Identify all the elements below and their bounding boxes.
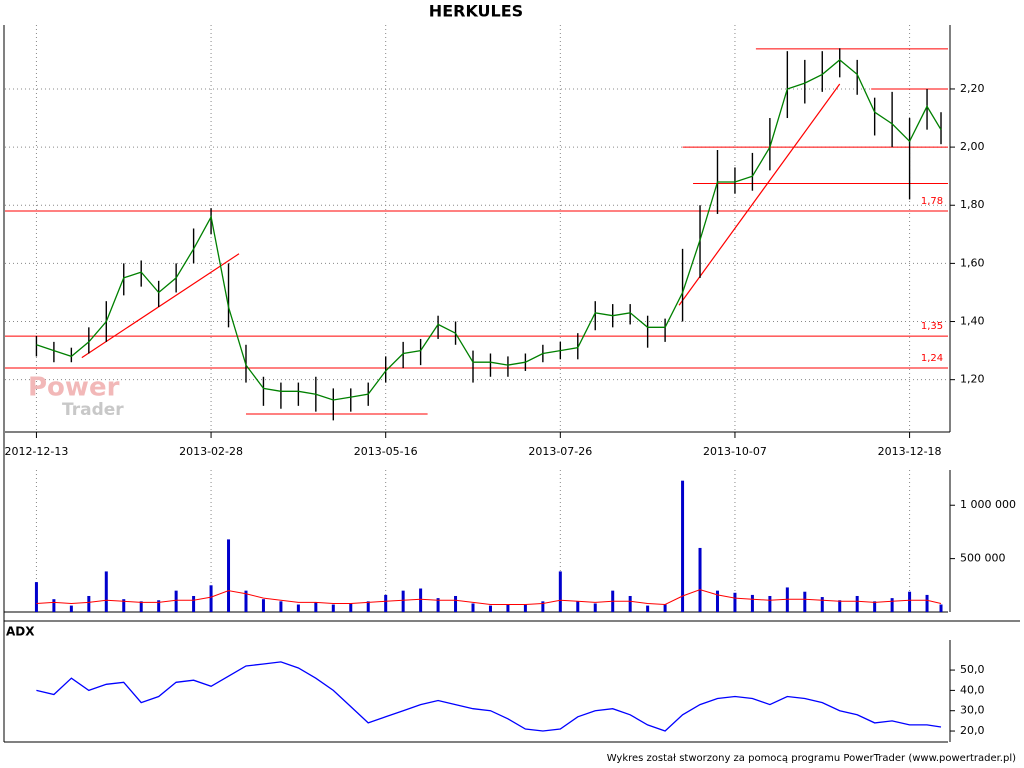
volume-bar bbox=[541, 601, 545, 612]
volume-bar bbox=[52, 599, 56, 612]
x-tick-label: 2013-10-07 bbox=[703, 445, 767, 458]
volume-bar bbox=[820, 597, 824, 612]
y-tick-label: 50,0 bbox=[960, 663, 985, 676]
volume-bar bbox=[890, 598, 894, 612]
footer: Wykres został stworzony za pomocą progra… bbox=[607, 753, 1016, 764]
trend-line bbox=[81, 253, 240, 359]
x-tick-label: 2013-02-28 bbox=[179, 445, 243, 458]
volume-bar bbox=[331, 604, 335, 612]
y-tick-label: 1,60 bbox=[960, 256, 985, 269]
x-tick-label: 2013-12-18 bbox=[878, 445, 942, 458]
y-tick-label: 1 000 000 bbox=[960, 498, 1016, 511]
watermark: Trader bbox=[62, 400, 124, 420]
volume-bar bbox=[34, 582, 38, 612]
y-tick-label: 40,0 bbox=[960, 683, 985, 696]
volume-bar bbox=[488, 605, 492, 612]
volume-bar bbox=[227, 539, 231, 612]
volume-bar bbox=[384, 594, 388, 612]
volume-bar bbox=[279, 601, 283, 612]
volume-bar bbox=[244, 590, 248, 612]
y-tick-label: 2,20 bbox=[960, 82, 985, 95]
trend-line bbox=[678, 83, 841, 306]
volume-bar bbox=[366, 601, 370, 612]
volume-bar bbox=[87, 595, 91, 612]
level-label: 1,35 bbox=[921, 321, 943, 332]
moving-average bbox=[36, 589, 942, 606]
volume-bar bbox=[506, 604, 510, 612]
level-label: 1,78 bbox=[921, 196, 943, 207]
volume-bar bbox=[750, 594, 754, 612]
volume-bar bbox=[454, 595, 458, 612]
y-tick-label: 1,40 bbox=[960, 315, 985, 328]
volume-bar bbox=[157, 600, 161, 612]
volume-bar bbox=[139, 601, 143, 612]
volume-bar bbox=[104, 571, 108, 612]
volume-bar bbox=[419, 588, 423, 612]
y-tick-label: 20,0 bbox=[960, 724, 985, 737]
volume-bar bbox=[69, 605, 73, 612]
volume-bar bbox=[314, 602, 318, 612]
volume-bar bbox=[733, 592, 737, 612]
volume-bar bbox=[838, 600, 842, 612]
volume-bar bbox=[939, 604, 943, 612]
volume-bar bbox=[715, 590, 719, 612]
watermark: Power bbox=[28, 373, 120, 403]
y-tick-label: 30,0 bbox=[960, 704, 985, 717]
level-label: 1,24 bbox=[921, 353, 943, 364]
moving-average bbox=[36, 59, 942, 401]
volume-bar bbox=[174, 590, 178, 612]
volume-bar bbox=[768, 595, 772, 612]
volume-bar bbox=[698, 547, 702, 612]
adx-line bbox=[36, 661, 942, 732]
x-tick-label: 2012-12-13 bbox=[4, 445, 68, 458]
y-tick-label: 500 000 bbox=[960, 552, 1006, 565]
volume-bar bbox=[785, 587, 789, 612]
volume-bar bbox=[209, 585, 213, 612]
volume-bar bbox=[628, 595, 632, 612]
volume-bar bbox=[873, 601, 877, 612]
volume-bar bbox=[261, 599, 265, 612]
y-tick-label: 1,80 bbox=[960, 198, 985, 211]
y-tick-label: 1,20 bbox=[960, 373, 985, 386]
volume-bar bbox=[908, 591, 912, 612]
volume-bar bbox=[576, 601, 580, 612]
volume-bar bbox=[192, 595, 196, 612]
chart-title: HERKULES bbox=[429, 2, 523, 21]
panel-title: ADX bbox=[6, 625, 35, 639]
volume-bar bbox=[558, 571, 562, 612]
volume-bar bbox=[593, 603, 597, 612]
volume-bar bbox=[681, 480, 685, 612]
volume-bar bbox=[401, 590, 405, 612]
volume-bar bbox=[296, 604, 300, 612]
y-tick-label: 2,00 bbox=[960, 140, 985, 153]
volume-bar bbox=[349, 603, 353, 612]
volume-bar bbox=[122, 599, 126, 612]
volume-bar bbox=[523, 604, 527, 612]
volume-bar bbox=[471, 603, 475, 612]
volume-bar bbox=[646, 605, 650, 612]
x-tick-label: 2013-05-16 bbox=[354, 445, 418, 458]
volume-bar bbox=[925, 594, 929, 612]
volume-bar bbox=[855, 595, 859, 612]
volume-bar bbox=[436, 598, 440, 612]
volume-bar bbox=[803, 591, 807, 612]
x-tick-label: 2013-07-26 bbox=[528, 445, 592, 458]
volume-bar bbox=[663, 604, 667, 612]
